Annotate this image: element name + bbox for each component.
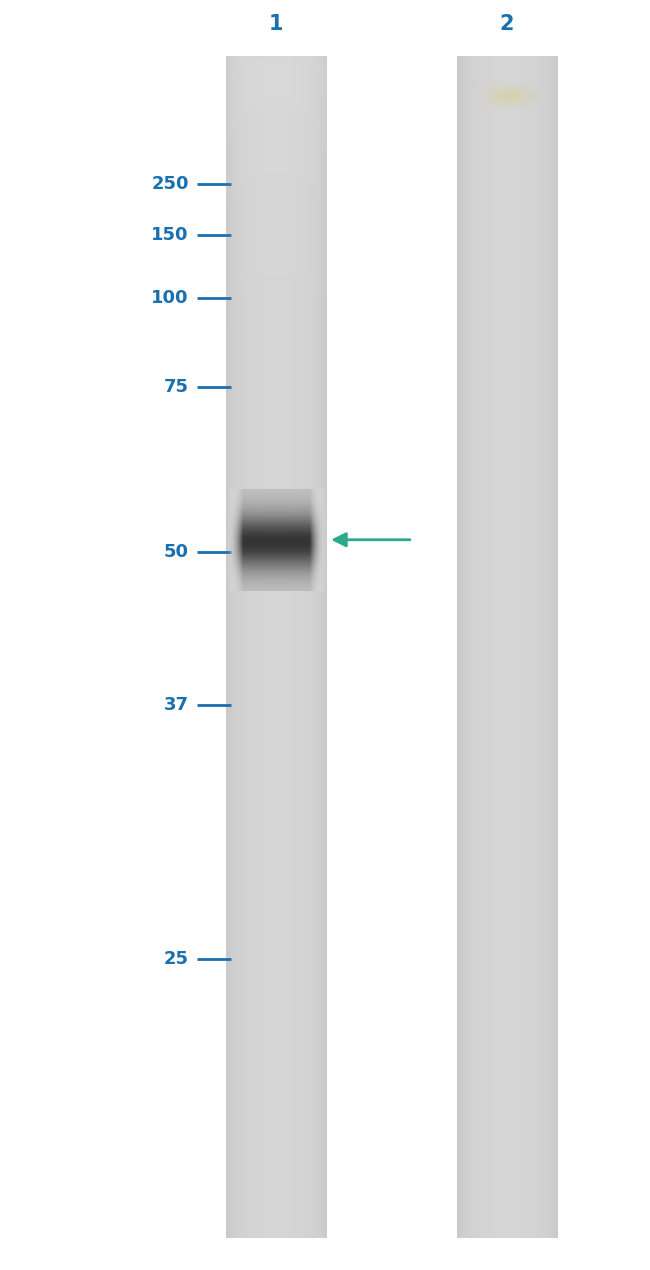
Text: 37: 37 (164, 696, 188, 714)
Text: 25: 25 (164, 950, 188, 968)
Text: 2: 2 (500, 14, 514, 34)
Text: 50: 50 (164, 544, 188, 561)
Text: 250: 250 (151, 175, 188, 193)
Text: 75: 75 (164, 378, 188, 396)
Text: 100: 100 (151, 290, 188, 307)
Text: 1: 1 (269, 14, 283, 34)
Text: 150: 150 (151, 226, 188, 244)
